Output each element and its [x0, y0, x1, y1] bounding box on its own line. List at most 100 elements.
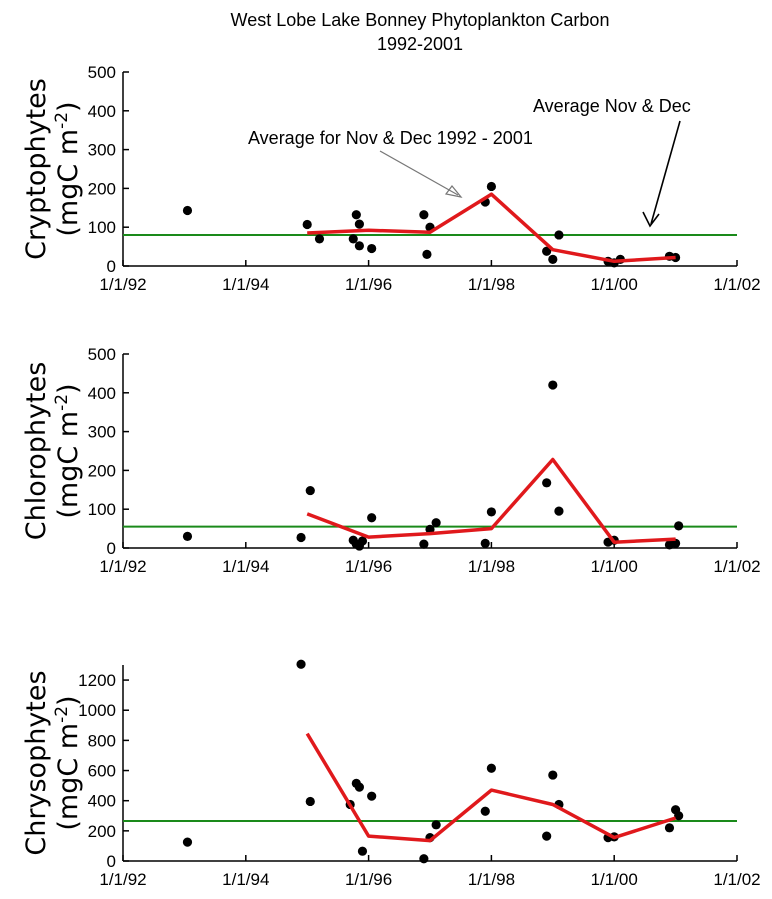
y-axis-label: Chrysophytes [21, 670, 52, 855]
data-point [548, 770, 558, 780]
data-point [367, 513, 377, 523]
data-point [548, 254, 558, 265]
y-tick-label: 0 [107, 257, 116, 276]
panel-chrysophytes: 0 200 400 600 800 1000 1200 1/1/92 1/1/94 1/1/96 1… [21, 659, 761, 889]
data-point [314, 234, 325, 244]
data-point [542, 831, 552, 841]
data-point [354, 219, 364, 229]
data-point [296, 532, 306, 543]
data-point [664, 823, 675, 833]
y-tick-label: 500 [88, 345, 116, 364]
data-point [674, 811, 684, 821]
y-tick-label: 200 [88, 822, 116, 841]
data-point [554, 506, 564, 516]
y-axis-unit: (mgC m-2) [52, 695, 84, 830]
x-tick-label: 1/1/96 [345, 870, 392, 889]
x-tick-label: 1/1/92 [99, 870, 146, 889]
annotation-arrowhead-short [642, 211, 660, 228]
y-tick-label: 500 [88, 63, 116, 82]
chart-title: West Lobe Lake Bonney Phytoplankton Carb… [231, 10, 610, 30]
data-point [305, 485, 315, 496]
data-point [674, 521, 684, 531]
y-axis-unit: (mgC m-2) [52, 383, 84, 518]
y-tick-label: 100 [88, 218, 116, 237]
x-tick-label: 1/1/00 [591, 870, 638, 889]
data-point [296, 659, 306, 669]
data-point [422, 249, 432, 259]
x-tick-label: 1/1/98 [468, 275, 515, 294]
x-tick-label: 1/1/02 [713, 557, 760, 576]
mean-line [306, 457, 676, 544]
data-point [354, 782, 364, 792]
y-tick-label: 0 [107, 539, 116, 558]
x-tick-label: 1/1/92 [99, 557, 146, 576]
mean-line [305, 732, 677, 843]
data-point [554, 230, 564, 240]
y-tick-label: 300 [88, 141, 116, 160]
data-point [354, 241, 364, 251]
data-point [486, 181, 496, 192]
y-tick-label: 400 [88, 384, 116, 403]
y-axis-unit: (mgC m-2) [52, 101, 84, 236]
data-point [486, 507, 496, 517]
data-point [182, 531, 193, 541]
x-tick-label: 1/1/94 [222, 557, 269, 576]
data-point [419, 210, 429, 220]
x-tick-label: 1/1/96 [345, 275, 392, 294]
panel-chlorophytes: 0 100 200 300 400 500 1/1/92 1/1/94 1/1/96 1/1/98… [21, 345, 761, 576]
y-axis-label: Cryptophytes [21, 78, 52, 260]
x-tick-label: 1/1/98 [468, 870, 515, 889]
data-point [542, 246, 552, 256]
data-point [305, 796, 315, 807]
x-tick-label: 1/1/00 [591, 557, 638, 576]
data-point [182, 205, 193, 216]
x-tick-label: 1/1/92 [99, 275, 146, 294]
data-point [486, 763, 496, 773]
data-point [302, 219, 312, 230]
y-tick-label: 800 [88, 731, 116, 750]
x-tick-label: 1/1/02 [713, 870, 760, 889]
y-tick-label: 300 [88, 423, 116, 442]
y-tick-label: 100 [88, 500, 116, 519]
y-tick-label: 0 [107, 852, 116, 871]
y-tick-label: 1000 [78, 701, 116, 720]
data-point [480, 806, 490, 816]
annotation-average-short: Average Nov & Dec [533, 96, 691, 116]
annotation-average-range: Average for Nov & Dec 1992 - 2001 [248, 128, 533, 148]
y-tick-label: 200 [88, 179, 116, 198]
y-tick-label: 600 [88, 762, 116, 781]
data-point [431, 820, 441, 830]
x-tick-label: 1/1/94 [222, 870, 269, 889]
y-tick-label: 400 [88, 102, 116, 121]
annotation-arrowhead-range [444, 185, 463, 198]
x-tick-label: 1/1/00 [591, 275, 638, 294]
y-axis-label: Chlorophytes [21, 362, 52, 541]
data-point [357, 536, 368, 546]
data-point [367, 791, 377, 801]
y-tick-label: 1200 [78, 671, 116, 690]
panel-cryptophytes: 0 100 200 300 400 500 1/1/92 1/1/94 1/1/96 1/1/98… [21, 63, 761, 294]
chart-subtitle: 1992-2001 [377, 34, 463, 54]
annotation-arrow-short [650, 120, 681, 225]
data-point [367, 243, 377, 254]
data-point [542, 478, 552, 488]
y-tick-label: 400 [88, 792, 116, 811]
data-point [548, 380, 558, 390]
data-point [671, 252, 681, 263]
y-tick-label: 200 [88, 461, 116, 480]
mean-line [307, 192, 676, 264]
x-tick-label: 1/1/96 [345, 557, 392, 576]
x-tick-label: 1/1/02 [713, 275, 760, 294]
data-point [480, 538, 490, 548]
data-point [351, 210, 361, 220]
data-point [431, 518, 441, 528]
annotation-arrow-range [379, 150, 459, 196]
x-tick-label: 1/1/94 [222, 275, 269, 294]
x-tick-label: 1/1/98 [468, 557, 515, 576]
data-point [671, 538, 681, 548]
data-point [419, 854, 429, 864]
data-point [419, 539, 429, 549]
data-point [348, 234, 358, 244]
data-point [357, 846, 368, 856]
